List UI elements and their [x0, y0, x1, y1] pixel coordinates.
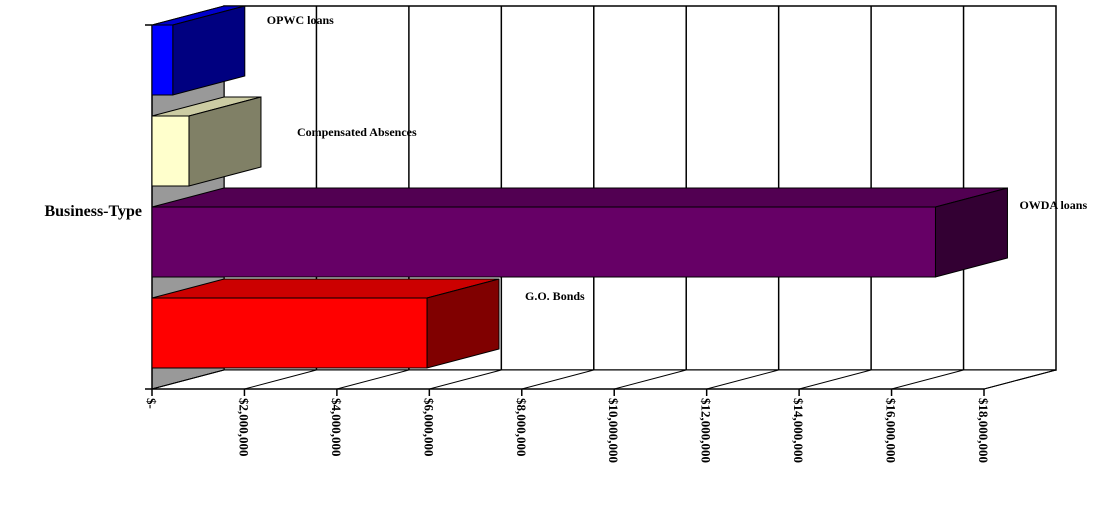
bars — [151, 5, 1008, 369]
floor-gridline — [244, 369, 317, 390]
series-labels: G.O. Bonds OWDA loans Compensated Absences… — [267, 13, 1088, 303]
x-tick-label: $14,000,000 — [791, 398, 806, 463]
bar-front — [151, 206, 936, 278]
bar-compensated-absences — [151, 96, 262, 187]
floor-gridline — [614, 369, 687, 390]
series-label: OPWC loans — [267, 13, 334, 27]
floor-gridline — [151, 369, 225, 390]
floor-gridline — [891, 369, 964, 390]
x-tick-label: $6,000,000 — [421, 398, 436, 457]
series-label: Compensated Absences — [297, 125, 417, 139]
series-label: OWDA loans — [1019, 198, 1087, 212]
floor — [151, 369, 1057, 390]
x-tick-label: $2,000,000 — [236, 398, 251, 457]
floor-gridline — [983, 369, 1057, 390]
bar-top — [151, 187, 1008, 208]
series-label: G.O. Bonds — [525, 289, 585, 303]
bar-owda-loans — [151, 187, 1008, 278]
bar-front — [151, 115, 190, 187]
x-tick-label: $4,000,000 — [329, 398, 344, 457]
x-tick-label: $16,000,000 — [884, 398, 899, 463]
floor-gridline — [429, 369, 502, 390]
bar-front — [151, 297, 428, 369]
floor-gridline — [706, 369, 779, 390]
x-tick-label: $12,000,000 — [699, 398, 714, 463]
x-tick-label: $- — [144, 398, 159, 409]
category-axis-label: Business-Type — [44, 203, 142, 220]
bar-g-o-bonds — [151, 278, 500, 369]
x-tick-label: $8,000,000 — [514, 398, 529, 457]
x-axis-ticks: $- $2,000,000 $4,000,000 $6,000,000 $8,000,0… — [144, 369, 1057, 463]
bar-opwc-loans — [151, 5, 246, 96]
floor-gridline — [521, 369, 594, 390]
floor-gridline — [336, 369, 410, 390]
bar-front — [151, 24, 174, 96]
x-tick-label: $18,000,000 — [976, 398, 991, 463]
floor-gridline — [798, 369, 872, 390]
x-tick-label: $10,000,000 — [606, 398, 621, 463]
